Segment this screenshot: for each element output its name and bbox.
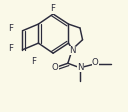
Text: N: N	[69, 46, 76, 55]
Text: O: O	[52, 63, 58, 72]
Text: N: N	[77, 63, 84, 72]
Text: F: F	[8, 44, 13, 53]
Text: F: F	[8, 24, 13, 33]
Text: F: F	[51, 4, 56, 13]
Text: F: F	[31, 57, 36, 66]
Text: O: O	[92, 58, 99, 67]
